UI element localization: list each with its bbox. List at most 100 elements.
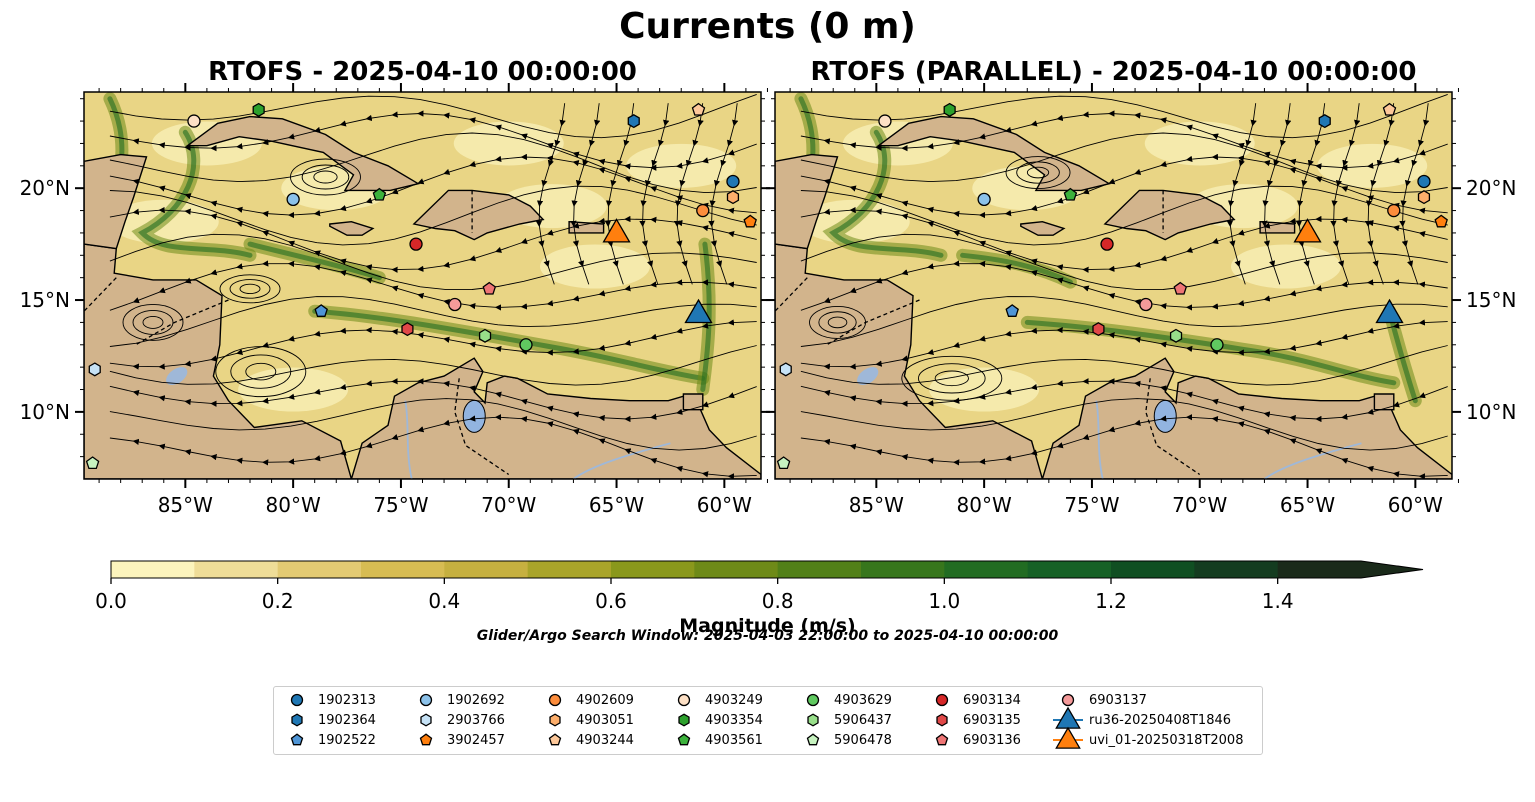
legend-label: 5906478 [834, 732, 892, 748]
legend-symbol [1061, 693, 1075, 707]
colorbar-segment [111, 561, 195, 578]
legend-symbol [935, 693, 949, 707]
observation-marker-4903629 [519, 338, 533, 352]
right-panel-title: RTOFS (PARALLEL) - 2025-04-10 00:00:00 [810, 57, 1417, 87]
observation-marker-uvi_01-20250318T2008 [602, 218, 631, 243]
legend-label: 4903051 [576, 712, 634, 728]
legend-symbol [419, 733, 433, 746]
y-tick-label: 15°N [20, 288, 70, 312]
legend-item: 4903244 [540, 730, 634, 750]
left-panel-title: RTOFS - 2025-04-10 00:00:00 [208, 57, 637, 87]
observation-marker-4903561 [1063, 187, 1078, 201]
observation-marker-4903561 [372, 187, 387, 201]
x-tick-label: 80°W [266, 493, 321, 517]
observation-marker-5906437 [478, 328, 492, 343]
observation-marker-3902457 [743, 214, 757, 228]
colorbar-segment [777, 561, 862, 578]
legend-symbol [677, 733, 691, 746]
legend-symbol [678, 713, 690, 727]
observation-marker-4903629 [1210, 338, 1224, 352]
colorbar-segment [694, 561, 779, 578]
observation-marker-1902522 [1005, 304, 1019, 317]
observation-marker-2903766 [779, 362, 792, 377]
observation-marker-1902364 [627, 114, 640, 129]
x-tick-label: 65°W [1280, 493, 1335, 517]
legend-item: 4903629 [798, 690, 892, 710]
y-tick-label: 20°N [20, 176, 70, 200]
observation-marker-5906437 [1169, 328, 1183, 343]
legend-item: 5906478 [798, 730, 892, 750]
observation-marker-4903249 [187, 114, 201, 128]
observation-marker-1902692 [286, 192, 300, 207]
colorbar-tick-label: 0.8 [762, 589, 794, 613]
colorbar-segment [1194, 561, 1279, 578]
colorbar-segment [1111, 561, 1195, 578]
x-tick-label: 85°W [849, 493, 904, 517]
legend-item: 6903135 [927, 710, 1021, 730]
legend-item: 1902522 [282, 730, 376, 750]
observation-marker-ru36-20250408T1846 [1375, 298, 1404, 324]
legend-label: 4902609 [576, 692, 634, 708]
observation-marker-6903136 [482, 281, 497, 295]
y-tick-label: 15°N [1466, 288, 1516, 312]
colorbar-segment [1027, 561, 1112, 578]
x-tick-label: 70°W [1172, 493, 1227, 517]
observation-marker-4903244 [1382, 102, 1397, 116]
legend-label: 2903766 [447, 712, 505, 728]
colorbar-segment [861, 561, 945, 578]
legend-label: 6903136 [963, 732, 1021, 748]
observation-marker-uvi_01-20250318T2008 [1293, 218, 1322, 243]
legend-symbol [419, 693, 433, 707]
observation-marker-6903135 [401, 322, 414, 337]
observation-marker-6903135 [1092, 322, 1105, 337]
legend-label: 4903561 [705, 732, 763, 748]
colorbar-segment [361, 561, 445, 578]
observation-marker-4903051 [1417, 190, 1431, 205]
legend-symbol [936, 713, 948, 727]
legend-symbol [548, 733, 562, 746]
figure-title: Currents (0 m) [619, 6, 916, 47]
colorbar-tick-label: 1.2 [1095, 589, 1127, 613]
legend-item: 1902692 [411, 690, 505, 710]
legend-symbol [1053, 726, 1083, 749]
colorbar-tick-label: 0.0 [95, 589, 127, 613]
legend-item: 4903561 [669, 730, 763, 750]
observation-marker-4902609 [1387, 203, 1401, 218]
legend-item: 5906437 [798, 710, 892, 730]
legend-item: uvi_01-20250318T2008 [1053, 726, 1243, 750]
legend-symbol [935, 733, 949, 746]
x-tick-label: 70°W [481, 493, 536, 517]
colorbar-tick-label: 0.2 [262, 589, 294, 613]
x-tick-label: 65°W [589, 493, 644, 517]
colorbar-segment [444, 561, 529, 578]
legend-item: 4903249 [669, 690, 763, 710]
legend-label: 6903135 [963, 712, 1021, 728]
legend-item: 4903354 [669, 710, 763, 730]
y-tick-label: 10°N [20, 400, 70, 424]
x-tick-label: 75°W [1064, 493, 1119, 517]
colorbar-label: Magnitude (m/s) [679, 615, 856, 637]
observation-marker-1902313 [1417, 174, 1431, 189]
x-tick-label: 85°W [158, 493, 213, 517]
legend-label: 4903244 [576, 732, 634, 748]
observation-marker-6903136 [1173, 281, 1188, 295]
observation-marker-6903137 [1139, 297, 1153, 312]
x-tick-label: 60°W [1388, 493, 1443, 517]
legend-label: 1902692 [447, 692, 505, 708]
colorbar-segment [194, 561, 279, 578]
observation-marker-4903051 [726, 190, 740, 205]
observation-marker-6903137 [448, 297, 462, 312]
legend-label: 4903249 [705, 692, 763, 708]
legend-item: 1902364 [282, 710, 376, 730]
legend-symbol [290, 733, 304, 746]
observation-marker-6903134 [1100, 237, 1114, 251]
legend-label: ru36-20250408T1846 [1089, 712, 1232, 728]
observation-marker-1902692 [977, 192, 991, 207]
legend-symbol [548, 693, 562, 707]
x-tick-label: 75°W [373, 493, 428, 517]
colorbar-segment [277, 561, 362, 578]
legend-label: 3902457 [447, 732, 505, 748]
observation-marker-4903249 [878, 114, 892, 128]
colorbar-segment [1277, 561, 1362, 578]
observation-marker-4903354 [943, 102, 956, 117]
